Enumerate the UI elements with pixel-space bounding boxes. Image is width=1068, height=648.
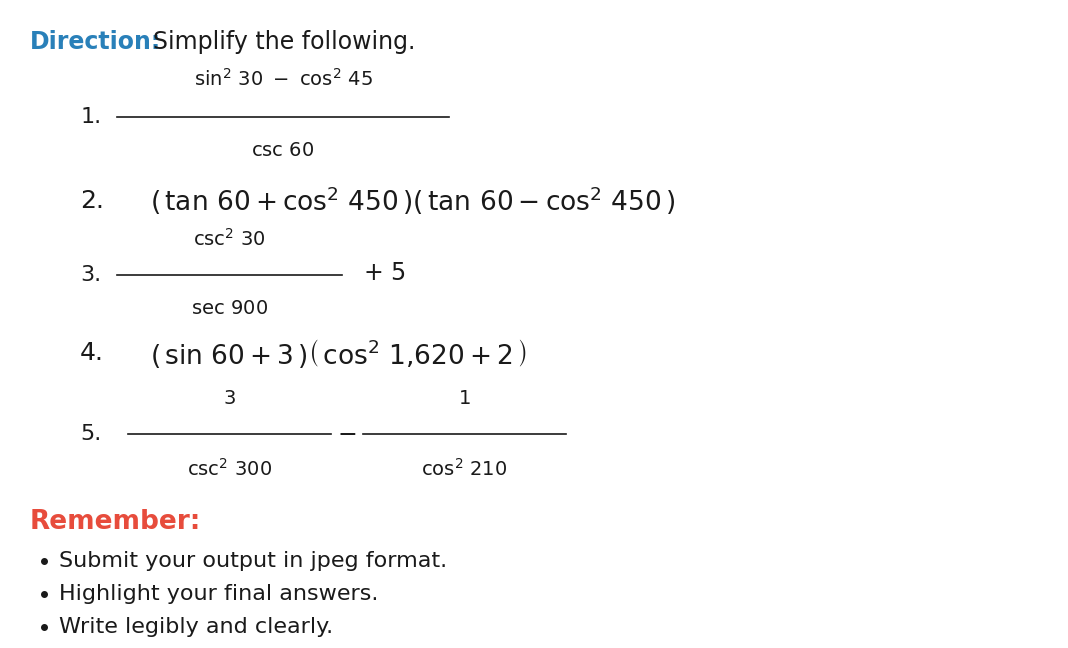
Text: 3.: 3. <box>80 266 101 285</box>
Text: $\mathrm{sin}^2\ 30\ -\ \mathrm{cos}^2\ 45$: $\mathrm{sin}^2\ 30\ -\ \mathrm{cos}^2\ … <box>193 67 373 89</box>
Text: Remember:: Remember: <box>30 509 201 535</box>
Text: Submit your output in jpeg format.: Submit your output in jpeg format. <box>59 551 446 570</box>
Text: Direction:: Direction: <box>30 30 161 54</box>
Text: $1$: $1$ <box>458 389 471 408</box>
Text: 5.: 5. <box>80 424 101 444</box>
Text: $+\ 5$: $+\ 5$ <box>363 260 406 285</box>
Text: Simplify the following.: Simplify the following. <box>153 30 415 54</box>
Text: $\left(\,\mathrm{sin}\ 60 + 3\,\right)\left(\,\mathrm{cos}^2\ 1{,}620 + 2\,\righ: $\left(\,\mathrm{sin}\ 60 + 3\,\right)\l… <box>150 337 527 369</box>
Text: $\mathrm{csc}\ 60$: $\mathrm{csc}\ 60$ <box>251 141 315 160</box>
Text: 1.: 1. <box>80 107 101 126</box>
Text: $-$: $-$ <box>337 421 357 445</box>
Text: $\mathrm{csc}^2\ 30$: $\mathrm{csc}^2\ 30$ <box>193 227 266 249</box>
Text: 4.: 4. <box>80 341 104 365</box>
Text: Highlight your final answers.: Highlight your final answers. <box>59 584 378 604</box>
Text: $\mathrm{csc}^2\ 300$: $\mathrm{csc}^2\ 300$ <box>187 457 272 480</box>
Text: $\mathrm{cos}^2\ 210$: $\mathrm{cos}^2\ 210$ <box>422 457 507 480</box>
Text: $\mathrm{sec}\ 900$: $\mathrm{sec}\ 900$ <box>191 299 268 318</box>
Text: 2.: 2. <box>80 189 104 213</box>
Text: Write legibly and clearly.: Write legibly and clearly. <box>59 618 333 637</box>
Text: $3$: $3$ <box>223 389 236 408</box>
Text: $\left(\,\mathrm{tan}\ 60 + \mathrm{cos}^2\ 450\,\right)\left(\,\mathrm{tan}\ 60: $\left(\,\mathrm{tan}\ 60 + \mathrm{cos}… <box>150 185 675 217</box>
